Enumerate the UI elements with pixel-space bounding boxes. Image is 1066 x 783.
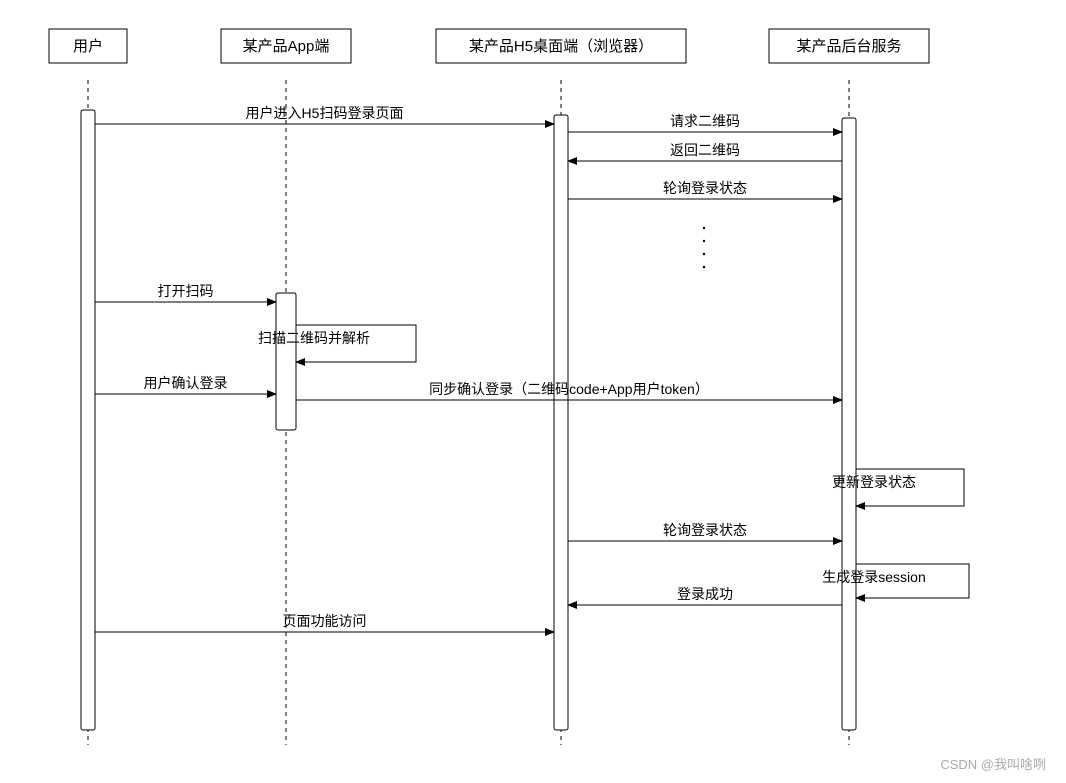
message-label-0: 用户进入H5扫码登录页面	[246, 105, 404, 121]
ellipsis-dot-2	[703, 253, 705, 255]
self-message-label-0: 扫描二维码并解析	[258, 330, 370, 346]
sequence-diagram: 用户 某产品App端 某产品H5桌面端（浏览器） 某产品后台服务用户进入H5扫码登录页…	[0, 0, 1066, 783]
message-label-3: 轮询登录状态	[663, 180, 747, 196]
ellipsis-dot-1	[703, 240, 705, 242]
message-label-7: 轮询登录状态	[663, 522, 747, 538]
participant-label-user: 用户	[73, 38, 103, 55]
message-label-1: 请求二维码	[670, 113, 740, 129]
participant-label-backend: 某产品后台服务	[796, 38, 901, 55]
activation-h5	[554, 115, 568, 730]
participant-label-app: 某产品App端	[243, 38, 330, 55]
self-message-label-1: 更新登录状态	[832, 474, 916, 490]
participant-label-h5: 某产品H5桌面端（浏览器）	[469, 38, 653, 55]
message-label-9: 页面功能访问	[283, 613, 367, 629]
activation-backend	[842, 118, 856, 730]
activation-user	[81, 110, 95, 730]
ellipsis-dot-3	[703, 266, 705, 268]
watermark: CSDN @我叫啥咧	[940, 757, 1046, 772]
ellipsis-dot-0	[703, 227, 705, 229]
message-label-5: 用户确认登录	[144, 375, 228, 391]
message-label-2: 返回二维码	[670, 142, 740, 158]
activation-app	[276, 293, 296, 430]
message-label-8: 登录成功	[677, 586, 733, 602]
message-label-6: 同步确认登录（二维码code+App用户token）	[429, 381, 709, 397]
self-message-label-2: 生成登录session	[822, 569, 925, 585]
message-label-4: 打开扫码	[158, 283, 214, 299]
